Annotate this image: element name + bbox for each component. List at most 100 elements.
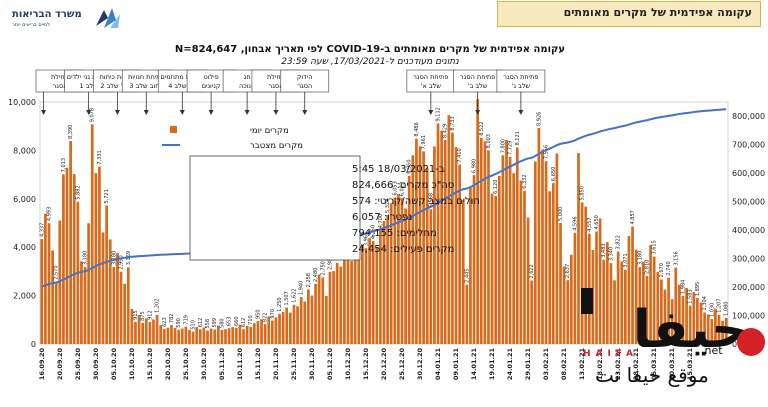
bar-value-label: 1,030 (709, 303, 715, 317)
daily-bar (137, 314, 141, 344)
daily-bar (710, 319, 714, 344)
event-label: חג (244, 73, 251, 81)
daily-bar (681, 295, 685, 344)
bar-value-label: 1,507 (284, 291, 290, 305)
daily-bar (425, 167, 429, 344)
cumulative-line (41, 108, 727, 288)
daily-bar (443, 140, 447, 344)
infobox-recovered: מחלימים: 794,155 (352, 228, 437, 239)
bar-value-label: 8,003 (486, 134, 492, 148)
bar-value-label: 822 (263, 313, 269, 323)
x-tick-label: 08.02.21 (560, 348, 568, 381)
y-right-tick-label: 500,000 (732, 198, 765, 207)
daily-bar (274, 317, 278, 344)
x-tick-label: 15.03.21 (686, 348, 694, 381)
daily-bar (638, 267, 642, 344)
daily-bar (69, 140, 72, 344)
daily-bar (505, 140, 508, 344)
bar-value-label: 4,650 (594, 215, 600, 229)
event-label: פתיחת הסגר (413, 73, 448, 81)
ministry-logo: משרד הבריאות לחיים בריאים יותר (6, 3, 126, 31)
bar-value-label: 1,583 (688, 289, 694, 303)
daily-bar (292, 304, 296, 344)
daily-bar (454, 147, 458, 344)
bar-value-label: 2,810 (644, 260, 650, 274)
bar-value-label: 7,410 (457, 148, 463, 162)
daily-bar (573, 232, 577, 344)
daily-bar (227, 328, 231, 344)
bar-value-label: 2,258 (306, 273, 312, 287)
bar-value-label: 8,733 (450, 116, 456, 130)
daily-bar (159, 325, 163, 344)
bar-value-label: 2,980 (327, 256, 333, 270)
bar-value-label: 6,950 (407, 159, 413, 173)
daily-bar (566, 280, 570, 344)
daily-bar (126, 267, 130, 344)
y-right-tick-label: 100,000 (732, 312, 765, 321)
bar-value-label: 6,980 (472, 159, 478, 173)
event-label: פתיחת הסגר (503, 73, 538, 81)
bar-value-label: 3,961 (363, 232, 369, 246)
bar-value-label: 3,071 (623, 253, 629, 267)
daily-bar (87, 223, 90, 344)
event-arrowhead (302, 110, 308, 115)
bar-value-label: 7,331 (97, 150, 103, 164)
daily-bar (685, 287, 688, 344)
bar-value-label: 8,390 (68, 125, 74, 139)
daily-bar (631, 226, 634, 344)
bar-value-label: 3,180 (637, 251, 643, 265)
daily-bar (220, 329, 224, 344)
daily-bar (717, 314, 721, 344)
x-tick-label: 23.02.21 (614, 348, 622, 381)
event-label: תחילת (51, 73, 69, 81)
y-left-tick-label: 10,000 (8, 98, 36, 107)
event-arrowhead (114, 110, 120, 115)
x-tick-label: 30.11.20 (308, 348, 316, 381)
daily-bar (688, 305, 692, 344)
daily-bar (627, 236, 631, 344)
daily-bar (577, 153, 580, 344)
daily-bar (98, 166, 101, 344)
bar-value-label: 1,202 (155, 299, 161, 313)
daily-bar (389, 203, 393, 344)
daily-bar (65, 167, 69, 344)
daily-bar (173, 328, 177, 344)
bar-value-label: 5,000 (558, 207, 564, 221)
x-tick-label: 09.01.21 (452, 348, 460, 381)
daily-bar (209, 328, 213, 344)
bar-value-label: 612 (198, 318, 204, 328)
bar-value-label: 8,486 (414, 122, 420, 136)
bar-value-label: 6,332 (522, 174, 528, 188)
ministry-logo-icon (96, 8, 120, 28)
event-label: קניונים (202, 82, 221, 90)
daily-bar (451, 132, 454, 344)
bar-value-label: 6,120 (493, 180, 499, 194)
chart-title: עקומה אפידמית של מקרים מאומתים ב-COVID-1… (174, 44, 566, 55)
x-tick-label: 20.10.20 (164, 348, 172, 381)
bar-value-label: 2,445 (464, 269, 470, 283)
bar-value-label: 3,180 (83, 251, 89, 265)
bar-value-label: 9,078 (90, 108, 96, 122)
event-label: שלב א' (421, 82, 442, 90)
haifa-net-watermark: حيفا .net HAIFA موقع حيفا نت (581, 288, 765, 387)
y-right-tick-label: 800,000 (732, 112, 765, 121)
bar-value-label: 8,121 (515, 131, 521, 145)
bar-value-label: 912 (147, 310, 153, 320)
daily-bar (523, 190, 526, 344)
daily-bar (90, 124, 94, 344)
daily-bar (436, 123, 440, 345)
daily-bar (483, 141, 487, 344)
daily-bar (144, 318, 148, 344)
daily-bar (407, 175, 411, 344)
chart-subtitle: נתונים מעודכנים ל-17/03/2021, שעה 23:59 (281, 57, 459, 67)
daily-bar (400, 198, 404, 344)
x-tick-label: 29.01.21 (524, 348, 532, 381)
daily-bar (116, 253, 119, 344)
daily-bar (195, 327, 199, 344)
daily-bar (519, 180, 523, 344)
top-bar: משרד הבריאות לחיים בריאים יותר עקומה אפי… (0, 0, 768, 30)
daily-bar (515, 147, 519, 344)
daily-bar (278, 313, 281, 344)
page-title: עקומה אפידמית של מקרים מאומתים (563, 6, 752, 19)
daily-bar (562, 266, 566, 344)
